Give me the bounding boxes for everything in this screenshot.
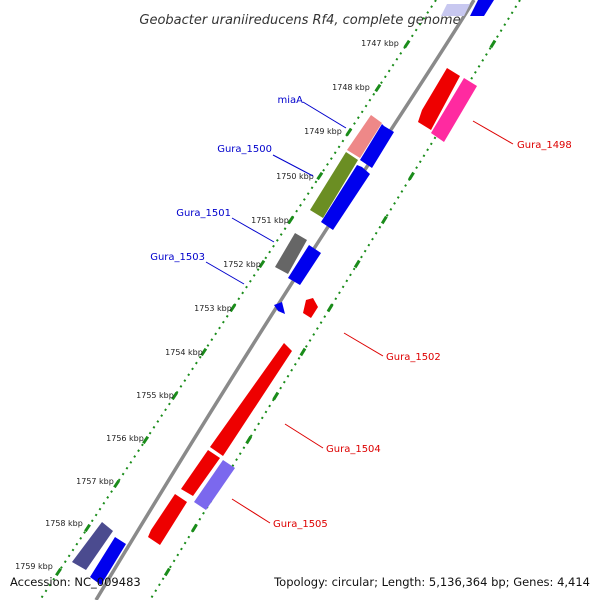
major-tick-inner-5	[258, 259, 266, 269]
connector-gura-1501	[231, 217, 275, 243]
label-connectors	[205, 101, 514, 524]
label-gura-1503[interactable]: Gura_1503	[150, 252, 205, 263]
feature-top-faded[interactable]	[441, 4, 470, 16]
gene-gura-1500[interactable]	[310, 152, 358, 218]
tick-label-1758: 1758 kbp	[45, 519, 83, 528]
tick-labels: 1747 kbp 1748 kbp 1749 kbp 1750 kbp 1751…	[15, 39, 399, 571]
major-tick-inner-4	[287, 215, 295, 225]
major-tick-inner-10	[113, 479, 121, 489]
genome-backbone	[94, 0, 476, 600]
major-tick-outer-5	[353, 259, 361, 269]
major-tick-inner-0	[403, 39, 411, 49]
tick-label-1747: 1747 kbp	[361, 39, 399, 48]
major-tick-outer-4	[380, 215, 388, 225]
major-tick-inner-8	[171, 391, 179, 401]
major-tick-outer-12	[163, 567, 171, 577]
gene-forward-arrow-4[interactable]	[90, 537, 126, 585]
tick-label-1754: 1754 kbp	[165, 348, 203, 357]
tick-label-1755: 1755 kbp	[136, 391, 174, 400]
label-gura-1502[interactable]: Gura_1502	[386, 352, 441, 363]
major-tick-outer-7	[299, 347, 307, 357]
tick-label-1757: 1757 kbp	[76, 477, 114, 486]
gene-miaA[interactable]	[347, 115, 382, 158]
tick-label-1753: 1753 kbp	[194, 304, 232, 313]
gene-reverse-red-2[interactable]	[181, 450, 220, 496]
label-gura-1501[interactable]: Gura_1501	[176, 208, 231, 219]
connector-gura-1503	[205, 261, 245, 285]
major-tick-inner-6	[229, 303, 237, 313]
gene-reverse-red-3[interactable]	[148, 494, 187, 545]
backbone-track	[94, 0, 476, 600]
major-tick-outer-0	[489, 39, 497, 49]
major-tick-inner-7	[200, 347, 208, 357]
tick-label-1750: 1750 kbp	[276, 172, 314, 181]
gene-labels: miaA Gura_1500 Gura_1501 Gura_1503 Gura_…	[150, 95, 572, 530]
connector-gura-1502	[343, 332, 384, 357]
gene-gura-1503[interactable]	[274, 302, 285, 314]
tick-label-1759: 1759 kbp	[15, 562, 53, 571]
forward-features	[72, 4, 470, 585]
label-gura-1498[interactable]: Gura_1498	[517, 140, 572, 151]
major-tick-outer-11	[191, 523, 198, 533]
major-tick-outer-6	[326, 303, 334, 313]
label-gura-1500[interactable]: Gura_1500	[217, 144, 272, 155]
gene-reverse-top[interactable]	[470, 0, 494, 16]
gene-forward-arrow-1[interactable]	[360, 124, 394, 168]
label-gura-1505[interactable]: Gura_1505	[273, 519, 328, 530]
major-tick-inner-1	[374, 83, 382, 93]
reverse-features	[148, 0, 494, 545]
tick-label-1756: 1756 kbp	[106, 434, 144, 443]
major-tick-inner-9	[142, 435, 150, 445]
gene-forward-arrow-3[interactable]	[288, 245, 321, 285]
label-gura-1504[interactable]: Gura_1504	[326, 444, 381, 455]
connector-gura-1498	[472, 120, 514, 145]
major-tick-outer-8	[272, 391, 280, 401]
gene-gura-1502[interactable]	[303, 298, 318, 318]
inner-dotted-track	[39, 0, 437, 600]
accession-text: Accession: NC_009483	[10, 575, 141, 589]
tick-label-1751: 1751 kbp	[251, 216, 289, 225]
major-tick-inner-3	[316, 171, 324, 181]
connector-gura-1505	[231, 498, 271, 524]
gene-dark-feature[interactable]	[72, 522, 113, 570]
major-tick-inner-12	[55, 567, 62, 577]
gene-gura-1498[interactable]	[431, 78, 477, 142]
gene-reverse-red-1[interactable]	[418, 68, 460, 130]
tick-marks	[55, 39, 497, 577]
gene-gura-1505[interactable]	[194, 460, 235, 510]
map-title: Geobacter uraniireducens Rf4, complete g…	[139, 13, 460, 28]
label-miaA[interactable]: miaA	[278, 95, 304, 106]
major-tick-inner-2	[345, 127, 353, 137]
connector-gura-1500	[272, 154, 314, 177]
genome-summary-text: Topology: circular; Length: 5,136,364 bp…	[273, 575, 590, 589]
major-tick-inner-11	[84, 523, 91, 533]
tick-label-1752: 1752 kbp	[223, 260, 261, 269]
gene-gura-1504[interactable]	[210, 343, 292, 456]
major-tick-outer-3	[408, 171, 415, 181]
tick-tracks	[39, 0, 521, 600]
connector-miaA	[302, 101, 347, 129]
connector-gura-1504	[284, 423, 324, 449]
gene-forward-arrow-2[interactable]	[321, 165, 370, 230]
tick-label-1749: 1749 kbp	[304, 127, 342, 136]
major-tick-outer-9	[245, 435, 253, 445]
gene-gura-1501[interactable]	[275, 233, 307, 274]
tick-label-1748: 1748 kbp	[332, 83, 370, 92]
